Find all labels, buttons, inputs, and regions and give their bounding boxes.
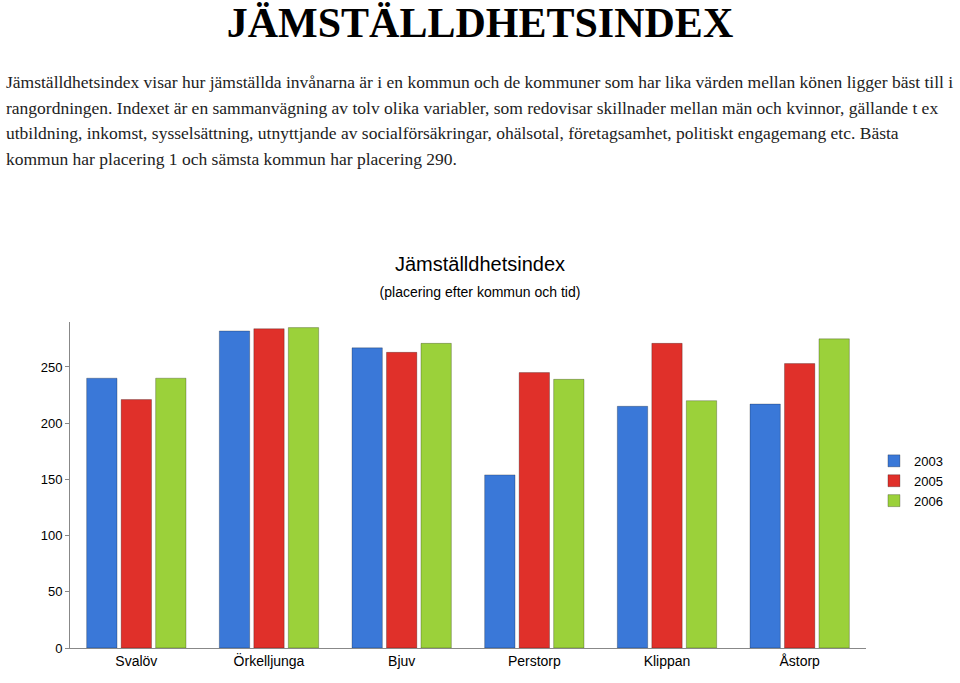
- svg-text:Jämställdhetsindex(placering e: Jämställdhetsindex(placering efter kommu…: [380, 253, 581, 300]
- svg-text:150: 150: [41, 472, 63, 487]
- svg-text:Perstorp: Perstorp: [508, 653, 561, 669]
- svg-text:200: 200: [41, 416, 63, 431]
- svg-text:2003: 2003: [914, 454, 943, 469]
- html-text:JÄMSTÄLLDHETSINDEX: JÄMSTÄLLDHETSINDEX: [226, 0, 734, 46]
- svg-text:Åstorp: Åstorp: [779, 653, 820, 669]
- svg-text:Örkelljunga: Örkelljunga: [234, 652, 305, 669]
- svg-text:2006: 2006: [914, 494, 943, 509]
- svg-text:250: 250: [41, 360, 63, 375]
- svg-text:50: 50: [48, 584, 62, 599]
- html-text:Jämställdhetsindex visar hur j: Jämställdhetsindex visar hur jämställda …: [6, 72, 954, 169]
- svg-text:Bjuv: Bjuv: [388, 653, 415, 669]
- svg-text:2005: 2005: [914, 474, 943, 489]
- svg-text:Svalöv: Svalöv: [115, 653, 157, 669]
- svg-text:0: 0: [55, 641, 62, 656]
- svg-text:100: 100: [41, 528, 63, 543]
- svg-text:Klippan: Klippan: [644, 653, 691, 669]
